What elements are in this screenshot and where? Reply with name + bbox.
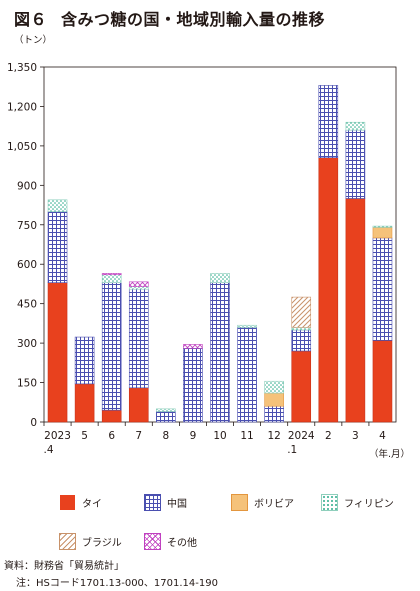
bar-segment-brazil [291, 296, 312, 328]
bar-segment-bolivia [372, 227, 393, 239]
legend-item-other: その他 [144, 533, 197, 550]
legend-label-other: その他 [167, 538, 197, 549]
bar-segment-china [318, 85, 339, 159]
bar-segment-china [128, 288, 149, 389]
bar-segment-china [264, 405, 284, 423]
x-axis-unit: （年.月） [368, 449, 410, 460]
figure-title: 含みつ糖の国・地域別輸入量の推移 [61, 10, 326, 29]
bar-segment-thai [47, 282, 68, 423]
bar-segment-thai [128, 387, 149, 423]
legend-swatch-china [144, 494, 161, 511]
bar-segment-philippines [101, 274, 122, 283]
bar-segment-bolivia [264, 392, 284, 407]
y-tick-label: 1,050 [7, 141, 37, 153]
stacked-bar-chart: 2023 .4 5 6 7 8 9 10 11 12 2024 .1 2 3 4 0 150 300 450 600… [7, 62, 397, 456]
bar-segment-thai [372, 340, 393, 423]
y-tick-label: 1,200 [7, 101, 37, 113]
x-tick-label: 3 [352, 430, 359, 442]
x-tick-label: .1 [287, 444, 297, 456]
x-tick-label: 10 [213, 430, 226, 442]
x-tick-label: 11 [240, 430, 253, 442]
y-axis-ticks: 0 150 300 450 600 750 900 1,050 1,200 1,350 [7, 62, 44, 429]
legend-label-china: 中国 [167, 499, 187, 510]
legend-swatch-philippines [321, 494, 338, 511]
bar-segment-philippines [47, 199, 68, 212]
bar-segment-china [47, 211, 68, 283]
x-tick-label: 2023 [44, 430, 71, 442]
x-tick-label: 2 [325, 430, 332, 442]
legend-item-bolivia: ボリビア [231, 494, 294, 511]
y-tick-label: 1,350 [7, 62, 37, 74]
x-tick-label: 4 [379, 430, 386, 442]
bar-segment-philippines [156, 408, 176, 412]
legend-swatch-brazil [59, 533, 76, 550]
y-tick-label: 750 [17, 220, 37, 232]
bar-segment-china [183, 348, 203, 423]
x-tick-label: 6 [108, 430, 115, 442]
legend-label-bolivia: ボリビア [254, 499, 294, 510]
y-tick-label: 900 [17, 180, 37, 192]
bar-segment-thai [74, 383, 95, 423]
bar-segment-china [210, 282, 230, 423]
legend-swatch-other [144, 533, 161, 550]
bar-segment-thai [291, 350, 312, 423]
chart-bars [47, 85, 393, 423]
x-axis-ticks: 2023 .4 5 6 7 8 9 10 11 12 2024 .1 2 3 4 [44, 422, 386, 456]
bar-segment-philippines [264, 380, 284, 394]
bar-segment-philippines [291, 327, 312, 331]
legend-item-china: 中国 [144, 494, 187, 511]
bar-segment-china [74, 336, 95, 385]
y-tick-label: 300 [17, 338, 37, 350]
bar-segment-china [291, 329, 312, 352]
bar-segment-thai [318, 157, 339, 423]
y-tick-label: 150 [17, 378, 37, 390]
figure-number: 図６ [14, 10, 48, 29]
x-tick-label: 5 [81, 430, 88, 442]
legend-label-philippines: フィリピン [344, 499, 394, 510]
bar-segment-china [372, 237, 393, 341]
bar-segment-china [101, 282, 122, 411]
bar-segment-other [128, 281, 149, 287]
y-tick-label: 0 [30, 417, 37, 429]
bar-segment-philippines [128, 286, 149, 290]
footnote: 注：HSコード1701.13-000、1701.14-190 [16, 578, 218, 589]
legend-swatch-thai [60, 495, 75, 510]
legend-item-philippines: フィリピン [321, 494, 394, 511]
x-tick-label: .4 [44, 444, 54, 456]
y-axis-unit: （トン） [14, 35, 53, 46]
bar-segment-philippines [372, 225, 393, 228]
y-tick-label: 450 [17, 299, 37, 311]
legend-item-thai: タイ [60, 495, 102, 510]
bar-segment-other [183, 344, 203, 349]
legend-item-brazil: ブラジル [59, 533, 122, 550]
source-note: 資料：財務省「貿易統計」 [4, 561, 124, 572]
bar-segment-thai [101, 409, 122, 423]
bar-segment-philippines [345, 121, 366, 131]
bar-segment-thai [345, 198, 366, 423]
x-tick-label: 7 [135, 430, 142, 442]
bar-segment-china [345, 129, 366, 199]
bar-segment-china [156, 411, 176, 423]
x-tick-label: 12 [267, 430, 280, 442]
legend-swatch-bolivia [231, 494, 248, 511]
legend-label-brazil: ブラジル [82, 538, 122, 549]
bar-segment-other [101, 273, 122, 276]
bar-segment-philippines [210, 273, 230, 283]
x-tick-label: 9 [190, 430, 197, 442]
legend-label-thai: タイ [82, 499, 102, 510]
x-tick-label: 8 [163, 430, 170, 442]
bar-segment-philippines [237, 324, 257, 328]
x-tick-label: 2024 [288, 430, 315, 442]
bar-segment-china [237, 327, 257, 423]
y-tick-label: 600 [17, 259, 37, 271]
chart-title: 図６ 含みつ糖の国・地域別輸入量の推移 [14, 6, 325, 30]
